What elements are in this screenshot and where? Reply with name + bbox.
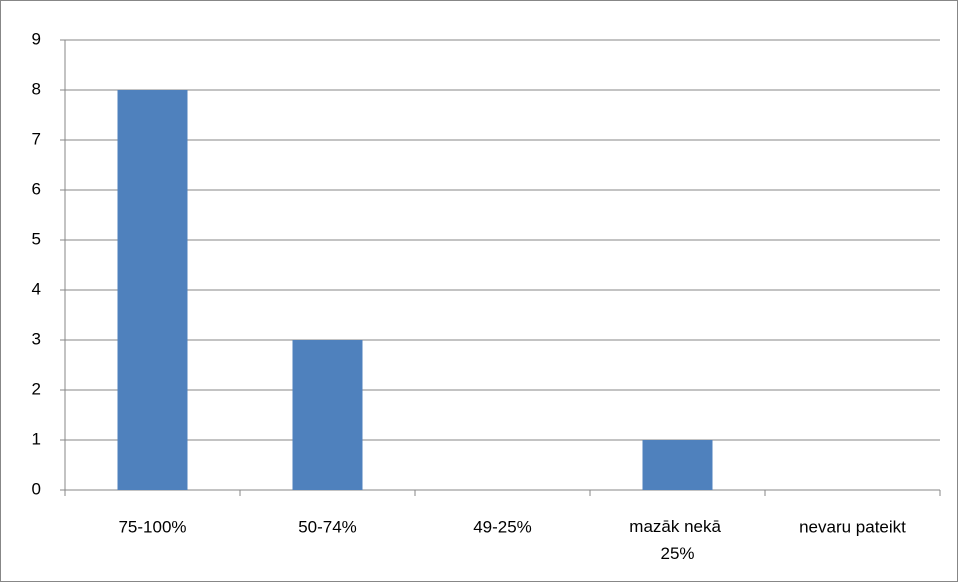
y-tick-label: 3: [32, 329, 41, 348]
x-tick-label: nevaru pateikt: [799, 517, 906, 536]
bar: [292, 340, 363, 490]
y-tick-label: 7: [32, 129, 41, 148]
x-tick-label: mazāk nekā 25%: [629, 517, 725, 563]
bar: [642, 440, 713, 490]
y-tick-label: 9: [32, 29, 41, 48]
x-tick-label: 50-74%: [298, 517, 357, 536]
y-tick-label: 2: [32, 379, 41, 398]
y-tick-label: 5: [32, 229, 41, 248]
y-tick-label: 4: [32, 279, 41, 298]
x-tick-label: 49-25%: [473, 517, 532, 536]
y-tick-label: 8: [32, 79, 41, 98]
bar: [117, 90, 188, 490]
y-tick-label: 0: [32, 479, 41, 498]
y-tick-label: 1: [32, 429, 41, 448]
x-tick-label: 75-100%: [118, 517, 186, 536]
y-tick-label: 6: [32, 179, 41, 198]
